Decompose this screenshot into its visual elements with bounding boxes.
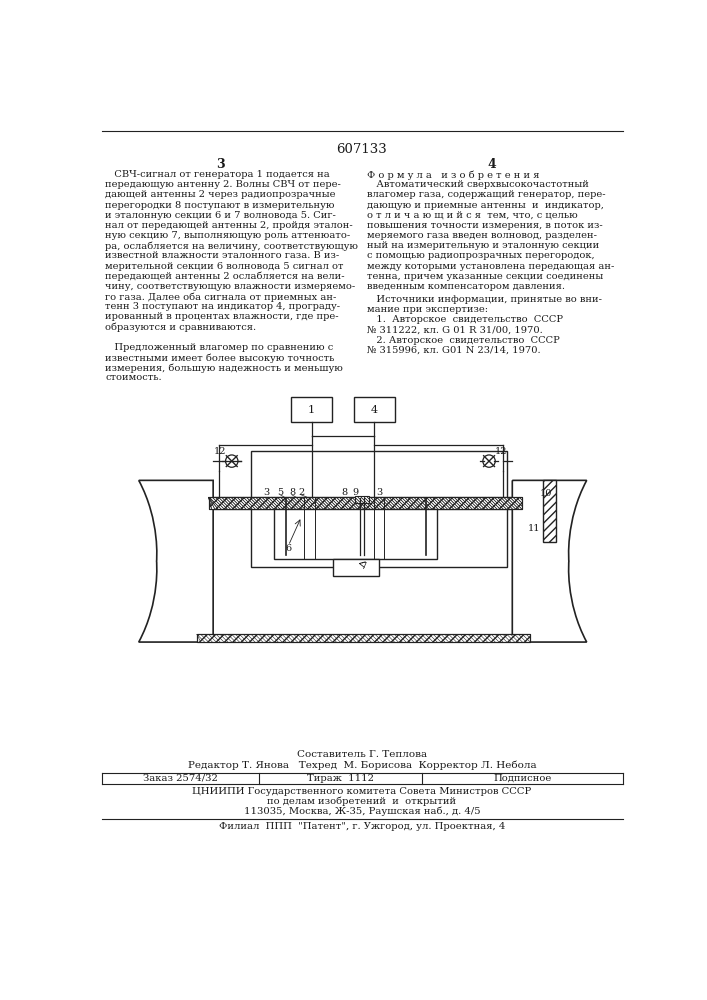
Text: ированный в процентах влажности, где пре-: ированный в процентах влажности, где пре… (105, 312, 339, 321)
Text: тенн 3 поступают на индикатор 4, програду-: тенн 3 поступают на индикатор 4, проград… (105, 302, 341, 311)
Text: 12: 12 (494, 447, 507, 456)
Text: 2: 2 (298, 488, 305, 497)
Text: Заказ 2574/32: Заказ 2574/32 (143, 774, 218, 783)
Text: ную секцию 7, выполняющую роль аттенюато-: ную секцию 7, выполняющую роль аттенюато… (105, 231, 351, 240)
PathPatch shape (513, 480, 587, 642)
Text: известной влажности эталонного газа. В из-: известной влажности эталонного газа. В и… (105, 251, 339, 260)
Text: меряемого газа введен волновод, разделен-: меряемого газа введен волновод, разделен… (368, 231, 597, 240)
Text: введенным компенсатором давления.: введенным компенсатором давления. (368, 282, 566, 291)
Text: 2. Авторское  свидетельство  СССР: 2. Авторское свидетельство СССР (368, 336, 560, 345)
Text: нал от передающей антенны 2, пройдя эталон-: нал от передающей антенны 2, пройдя этал… (105, 221, 354, 230)
Bar (332, 559, 379, 576)
Text: дающую и приемные антенны  и  индикатор,: дающую и приемные антенны и индикатор, (368, 201, 604, 210)
Text: 113035, Москва, Ж-35, Раушская наб., д. 4/5: 113035, Москва, Ж-35, Раушская наб., д. … (244, 807, 480, 816)
Text: 4: 4 (487, 158, 496, 172)
Text: и эталонную секции 6 и 7 волновода 5. Сиг-: и эталонную секции 6 и 7 волновода 5. Си… (105, 211, 337, 220)
Text: мание при экспертизе:: мание при экспертизе: (368, 305, 489, 314)
PathPatch shape (139, 480, 213, 642)
Bar (197, 634, 530, 642)
Text: 8: 8 (289, 488, 296, 497)
Text: передающей антенны 2 ослабляется на вели-: передающей антенны 2 ослабляется на вели… (105, 272, 345, 281)
Text: Филиал  ППП  "Патент", г. Ужгород, ул. Проектная, 4: Филиал ППП "Патент", г. Ужгород, ул. Про… (218, 822, 505, 831)
Text: дающей антенны 2 через радиопрозрачные: дающей антенны 2 через радиопрозрачные (105, 190, 336, 199)
Text: 1.  Авторское  свидетельство  СССР: 1. Авторское свидетельство СССР (368, 315, 563, 324)
Text: 607133: 607133 (337, 143, 387, 156)
Text: ра, ослабляется на величину, соответствующую: ра, ослабляется на величину, соответству… (105, 241, 358, 251)
Text: с помощью радиопрозрачных перегородок,: с помощью радиопрозрачных перегородок, (368, 251, 595, 260)
Text: известными имеет более высокую точность: известными имеет более высокую точность (105, 353, 335, 363)
Text: 5: 5 (278, 488, 284, 497)
Text: 7: 7 (361, 562, 367, 571)
Bar (354, 397, 395, 422)
Bar (209, 497, 522, 509)
Text: 8: 8 (341, 488, 347, 497)
Text: образуются и сравниваются.: образуются и сравниваются. (105, 323, 257, 332)
Text: 1: 1 (308, 405, 315, 415)
Text: Предложенный влагомер по сравнению с: Предложенный влагомер по сравнению с (105, 343, 334, 352)
Text: по делам изобретений  и  открытий: по делам изобретений и открытий (267, 797, 457, 806)
Text: 3: 3 (264, 488, 270, 497)
Bar (251, 451, 507, 567)
Text: чину, соответствующую влажности измеряемо-: чину, соответствующую влажности измеряем… (105, 282, 356, 291)
Text: перегородки 8 поступают в измерительную: перегородки 8 поступают в измерительную (105, 201, 335, 210)
Text: Составитель Г. Теплова: Составитель Г. Теплова (297, 750, 427, 759)
Text: № 315996, кл. G01 N 23/14, 1970.: № 315996, кл. G01 N 23/14, 1970. (368, 346, 541, 355)
Text: Источники информации, принятые во вни-: Источники информации, принятые во вни- (368, 295, 602, 304)
Text: 3: 3 (216, 158, 224, 172)
Text: мерительной секции 6 волновода 5 сигнал от: мерительной секции 6 волновода 5 сигнал … (105, 262, 344, 271)
Bar (209, 497, 522, 509)
Bar (543, 480, 556, 542)
Text: го газа. Далее оба сигнала от приемных ан-: го газа. Далее оба сигнала от приемных а… (105, 292, 337, 302)
Text: № 311222, кл. G 01 R 31/00, 1970.: № 311222, кл. G 01 R 31/00, 1970. (368, 326, 543, 335)
Text: влагомер газа, содержащий генератор, пере-: влагомер газа, содержащий генератор, пер… (368, 190, 606, 199)
Text: измерения, большую надежность и меньшую: измерения, большую надежность и меньшую (105, 363, 344, 373)
Text: повышения точности измерения, в поток из-: повышения точности измерения, в поток из… (368, 221, 603, 230)
Bar (209, 497, 522, 509)
Text: СВЧ-сигнал от генератора 1 подается на: СВЧ-сигнал от генератора 1 подается на (105, 170, 330, 179)
Text: тенна, причем указанные секции соединены: тенна, причем указанные секции соединены (368, 272, 604, 281)
Text: 4: 4 (370, 405, 378, 415)
Text: Тираж  1112: Тираж 1112 (307, 774, 374, 783)
Text: ный на измерительную и эталонную секции: ный на измерительную и эталонную секции (368, 241, 600, 250)
Text: 9: 9 (353, 488, 359, 497)
Bar (197, 634, 530, 642)
Text: 3: 3 (376, 488, 382, 497)
Text: 12: 12 (214, 447, 226, 456)
Text: между которыми установлена передающая ан-: между которыми установлена передающая ан… (368, 262, 615, 271)
Text: 6: 6 (285, 544, 291, 553)
Text: Редактор Т. Янова   Техред  М. Борисова  Корректор Л. Небола: Редактор Т. Янова Техред М. Борисова Кор… (187, 761, 537, 770)
Text: ЦНИИПИ Государственного комитета Совета Министров СССР: ЦНИИПИ Государственного комитета Совета … (192, 787, 532, 796)
Bar (291, 397, 332, 422)
Text: 11: 11 (527, 524, 540, 533)
Text: Ф о р м у л а   и з о б р е т е н и я: Ф о р м у л а и з о б р е т е н и я (368, 170, 540, 180)
Text: о т л и ч а ю щ и й с я  тем, что, с целью: о т л и ч а ю щ и й с я тем, что, с цель… (368, 211, 578, 220)
Text: 10: 10 (539, 489, 551, 498)
Text: стоимость.: стоимость. (105, 373, 162, 382)
Bar (209, 497, 522, 509)
Text: Автоматический сверхвысокочастотный: Автоматический сверхвысокочастотный (368, 180, 589, 189)
Bar (355, 496, 369, 503)
Text: передающую антенну 2. Волны СВЧ от пере-: передающую антенну 2. Волны СВЧ от пере- (105, 180, 341, 189)
Text: Подписное: Подписное (493, 774, 551, 783)
Bar (274, 509, 437, 559)
